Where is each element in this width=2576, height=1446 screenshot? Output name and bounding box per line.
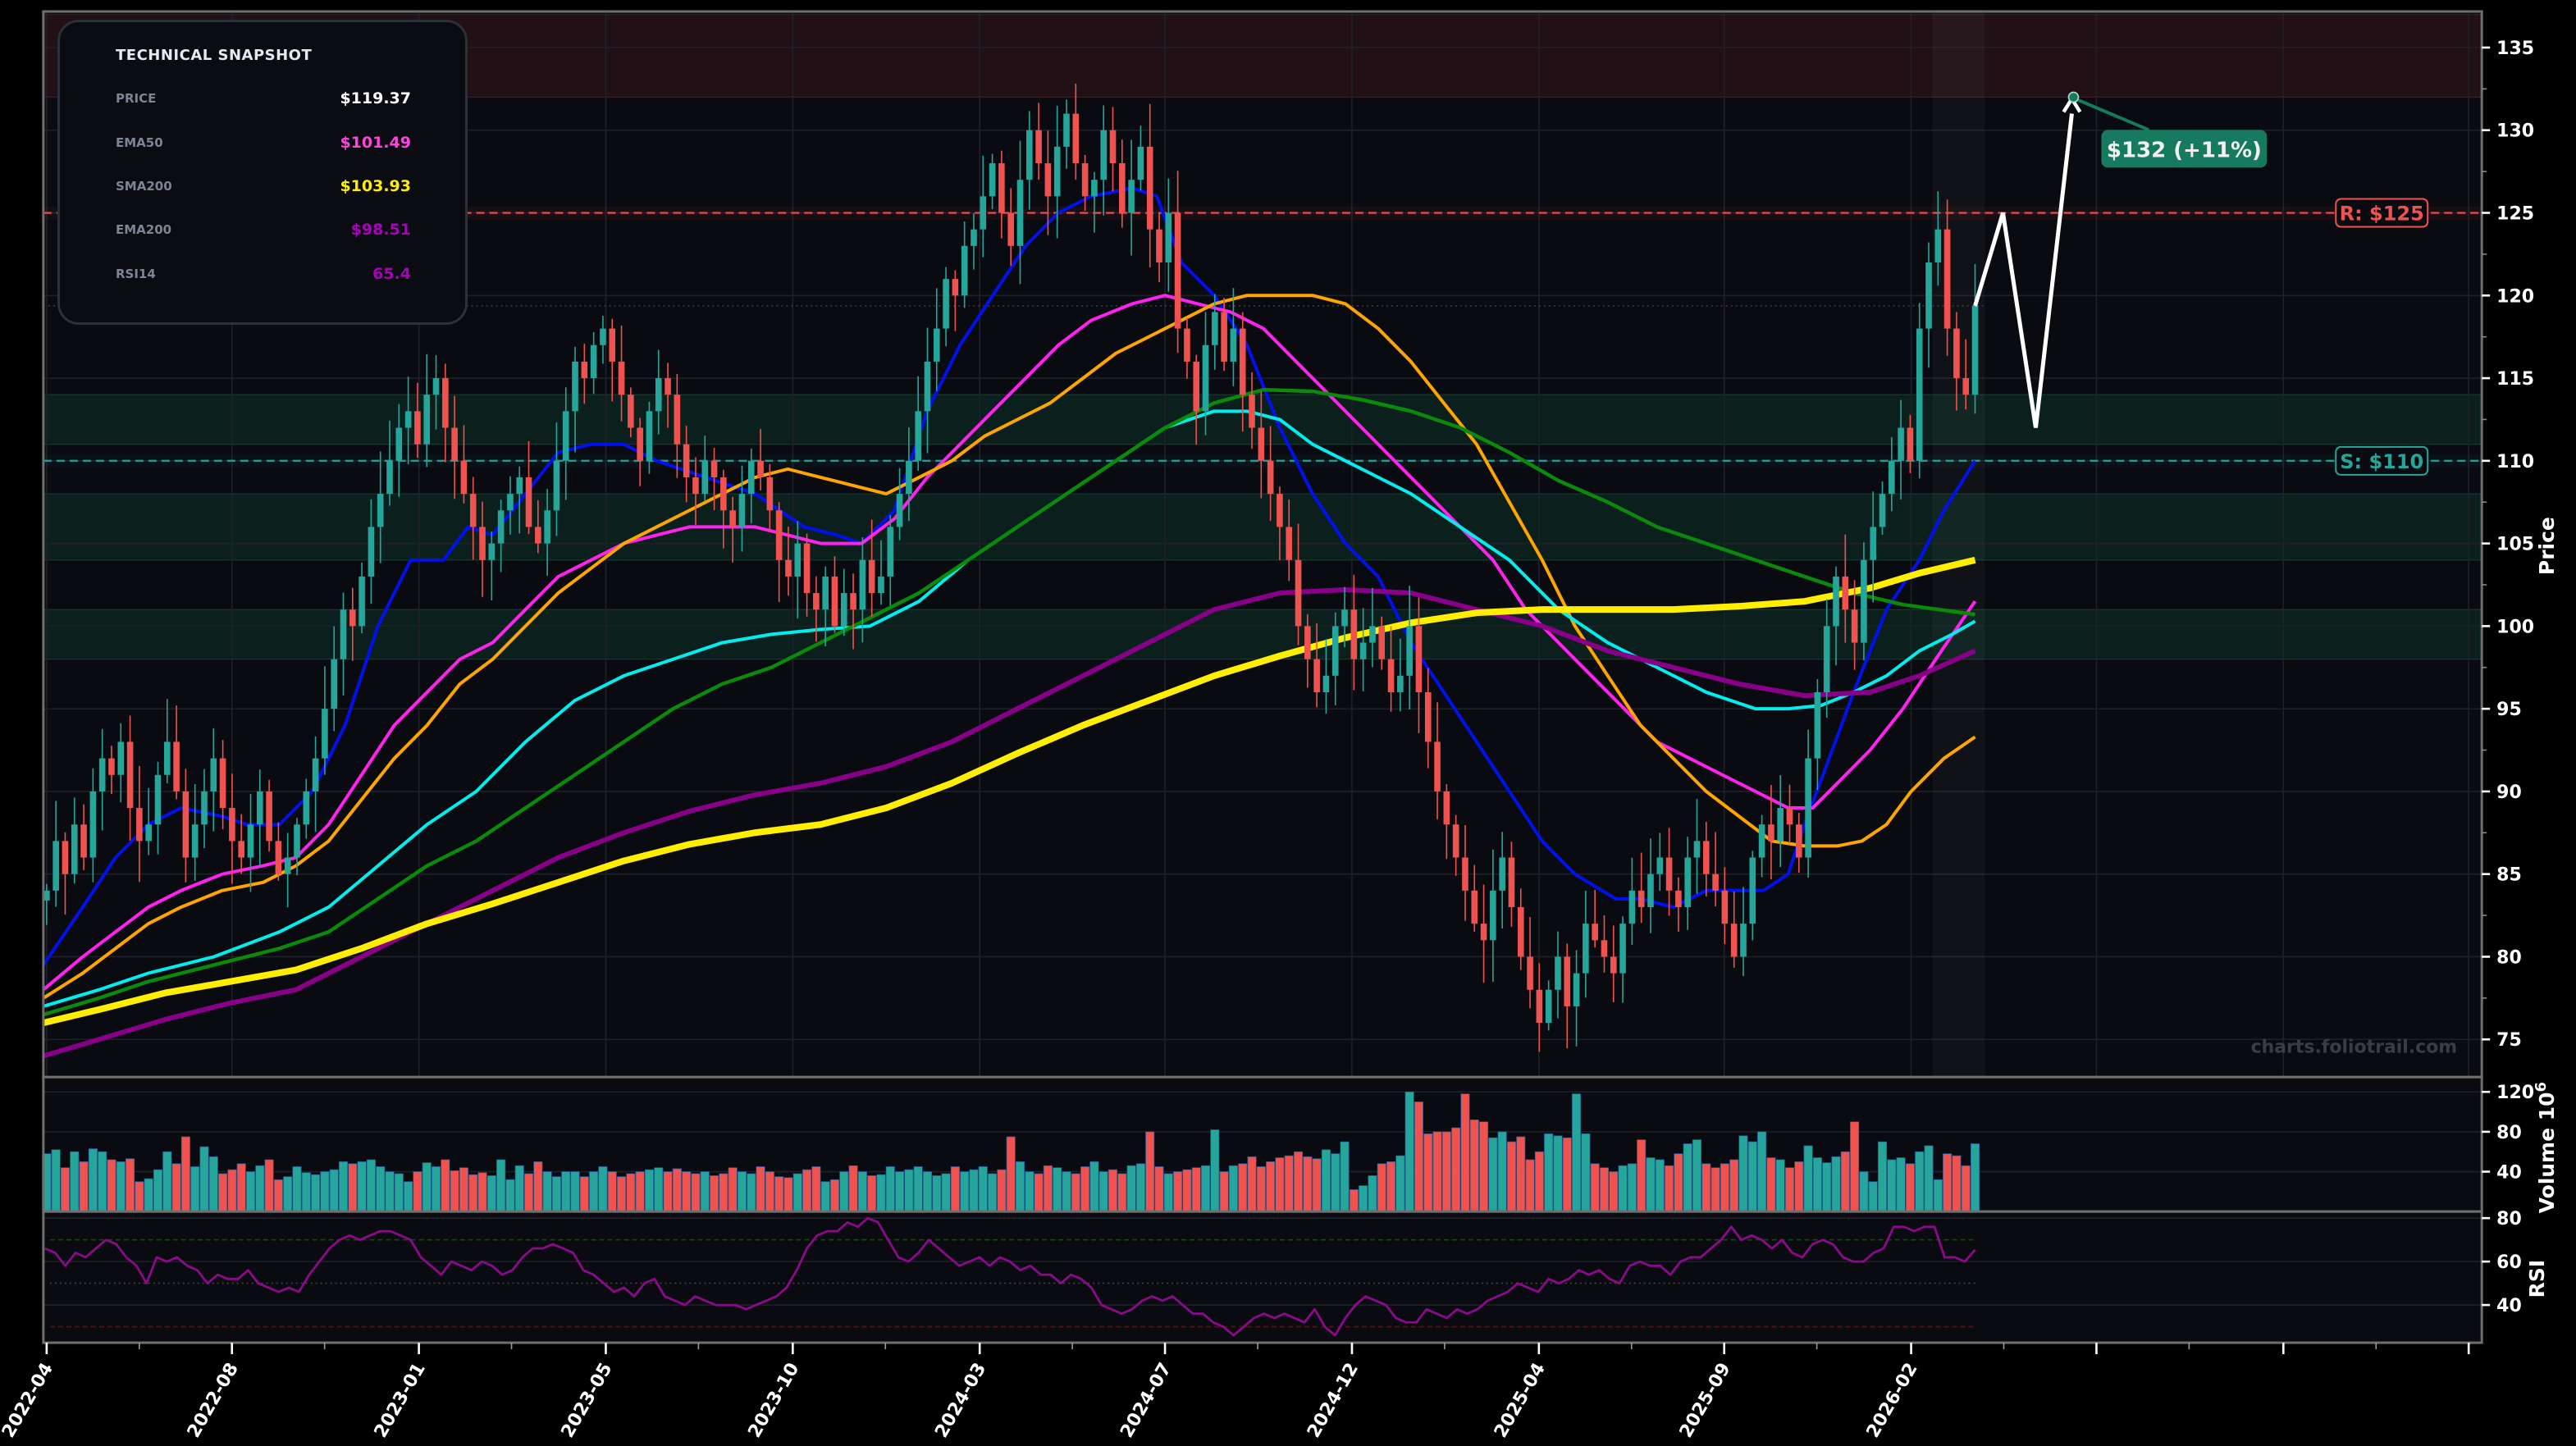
svg-text:$132 (+11%): $132 (+11%): [2107, 138, 2262, 162]
snapshot-value: $119.37: [340, 89, 411, 107]
projection-path: $132 (+11%): [1973, 91, 2268, 428]
price-tick-label: 135: [2496, 39, 2534, 59]
ma-line-ema150: [43, 387, 1975, 1017]
ma-line-ema30: [42, 294, 1976, 1000]
snapshot-label: EMA50: [116, 135, 163, 150]
snapshot-value: $103.93: [340, 177, 411, 195]
svg-text:R: $125: R: $125: [2340, 203, 2424, 226]
snapshot-label: RSI14: [116, 267, 156, 281]
candlesticks: [43, 84, 1979, 1052]
svg-text:S: $110: S: $110: [2340, 450, 2423, 473]
volume-axis-title: Volume 106: [2533, 1082, 2559, 1213]
price-tick-label: 100: [2496, 617, 2534, 637]
price-axis-title: Price: [2535, 517, 2559, 575]
price-tick-label: 85: [2496, 865, 2522, 886]
snapshot-value: 65.4: [372, 265, 411, 283]
price-tick-label: 110: [2496, 452, 2534, 472]
rsi-grid: [43, 1217, 2482, 1328]
resistance-badge: R: $125: [2335, 198, 2429, 228]
volume-panel: [42, 1075, 2483, 1213]
support-zone: [43, 493, 2482, 561]
support-zone: [43, 609, 2482, 660]
rsi-panel: [42, 1210, 2483, 1344]
snapshot-row-rsi14: RSI14 65.4: [116, 265, 411, 291]
support-badge: S: $110: [2335, 445, 2429, 476]
rsi-tick-label: 60: [2496, 1252, 2522, 1273]
support-resistance-lines: R: $125 S: $110: [43, 198, 2482, 476]
price-tick-label: 80: [2496, 947, 2522, 968]
snapshot-title: TECHNICAL SNAPSHOT: [116, 47, 313, 64]
price-tick-label: 120: [2496, 286, 2534, 307]
rsi-series: [44, 1216, 1976, 1337]
price-tick-label: 105: [2496, 535, 2534, 555]
price-tick-label: 95: [2496, 700, 2522, 720]
volume-bars: [42, 1091, 1980, 1212]
technical-snapshot-panel: TECHNICAL SNAPSHOT PRICE $119.37 EMA50 $…: [57, 20, 468, 325]
rsi-line: [44, 1216, 1976, 1337]
ma-line-ema200: [43, 586, 1976, 1059]
volume-tick-label: 80: [2496, 1123, 2522, 1143]
price-tick-label: 75: [2496, 1030, 2522, 1051]
snapshot-label: EMA200: [116, 222, 172, 237]
rsi-tick-label: 40: [2496, 1296, 2522, 1316]
current-week-highlight: [1933, 11, 1985, 1077]
snapshot-row-sma200: SMA200 $103.93: [116, 177, 411, 203]
ma-line-ema50: [42, 294, 1977, 992]
target-badge: $132 (+11%): [2101, 130, 2268, 168]
snapshot-row-ema200: EMA200 $98.51: [116, 221, 411, 247]
volume-tick-label: 40: [2496, 1163, 2522, 1184]
price-tick-label: 130: [2496, 121, 2534, 142]
price-tick-label: 115: [2496, 369, 2534, 390]
ma-line-sma200: [42, 556, 1976, 1026]
snapshot-label: PRICE: [116, 91, 157, 106]
projection-line: [1973, 113, 2074, 428]
snapshot-row-price: PRICE $119.37: [116, 89, 411, 116]
price-tick-label: 90: [2496, 782, 2522, 803]
price-zones: [43, 14, 2482, 660]
snapshot-value: $101.49: [340, 134, 411, 152]
rsi-axis-title: RSI: [2525, 1260, 2549, 1298]
watermark: charts.foliotrail.com: [2251, 1037, 2458, 1057]
snapshot-row-ema50: EMA50 $101.49: [116, 134, 411, 160]
snapshot-label: SMA200: [116, 179, 172, 194]
rsi-tick-label: 80: [2496, 1209, 2522, 1229]
target-marker: [2067, 91, 2080, 103]
snapshot-value: $98.51: [350, 221, 411, 239]
volume-tick-label: 120: [2496, 1083, 2534, 1103]
price-tick-label: 125: [2496, 204, 2534, 225]
